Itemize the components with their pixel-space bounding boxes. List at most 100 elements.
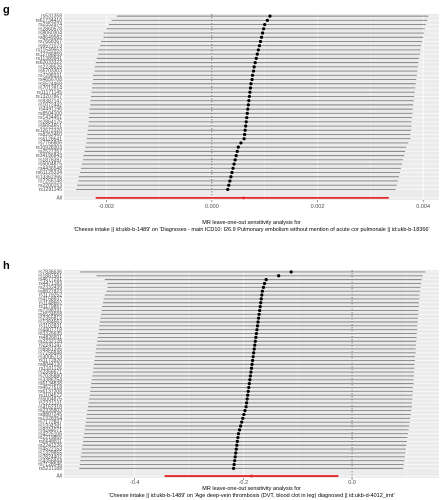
panel-h-estimate-point <box>257 312 261 316</box>
panel-h-snp-label: rs4162318 <box>38 404 62 410</box>
panel-g-snp-label: rs9387147 <box>38 98 62 104</box>
panel-h-estimate-point <box>240 420 244 424</box>
panel-g-estimate-point <box>265 18 269 22</box>
panel-h-estimate-point <box>243 408 247 413</box>
panel-g-snp-label: rs8252460 <box>38 132 62 138</box>
panel-h-estimate-point <box>236 432 241 436</box>
panel-g-estimate-point <box>250 73 255 77</box>
panel-g-xlabel-line1: MR leave-one-out sensitivity analysis fo… <box>202 220 301 226</box>
panel-g-estimate-point <box>260 31 265 35</box>
panel-h-estimate-point <box>252 347 256 351</box>
panel-h-xtick-label: -0.2 <box>239 480 248 486</box>
panel-h-estimate-point <box>248 378 252 382</box>
panel-g-xlabel-line2: 'Cheese intake || id:ukb-b-1489' on 'Dia… <box>74 227 430 233</box>
panel-h-estimate-point <box>253 339 257 343</box>
panel-g-estimate-point <box>227 183 231 187</box>
panel-g-estimate-point <box>250 77 254 82</box>
panel-h-estimate-point <box>233 459 237 463</box>
panel-g-estimate-point <box>263 22 267 27</box>
panel-g-snp-label: rs1878397 <box>38 157 62 163</box>
panel-h-estimate-point <box>236 435 240 440</box>
panel-g-snp-label: rs13207867 <box>36 94 63 100</box>
panel-h-estimate-point <box>242 412 246 417</box>
panel-g-snp-label: rs531358 <box>41 14 62 20</box>
panel-g-snp-label: rs4436548 <box>38 166 62 172</box>
panel-g-snp-label: rs7256148 <box>38 179 62 185</box>
panel-h-snp-label: rs4826811 <box>39 335 62 341</box>
panel-h-xlabel-line2: 'Cheese intake || id:ukb-b-1489' on 'Age… <box>109 493 395 499</box>
panel-g-snp-label: rs8649582 <box>38 35 62 41</box>
panel-h-snp-label: rs2335803 <box>38 408 62 414</box>
panel-h-estimate-point <box>250 358 255 363</box>
panel-g-snp-label: rs61734410 <box>36 18 63 24</box>
panel-g-estimate-point <box>247 99 251 103</box>
panel-h-estimate-point <box>277 274 281 278</box>
panel-g-snp-label: rs8060304 <box>38 31 62 37</box>
panel-g-snp-label: rs8504100 <box>38 111 62 117</box>
panel-h-estimate-point <box>244 405 248 409</box>
panel-g-snp-label: rs7668367 <box>38 39 62 45</box>
panel-h-estimate-point <box>264 278 268 282</box>
panel-h-estimate-point <box>258 304 262 309</box>
panel-h-snp-label: rs1172826 <box>39 358 62 364</box>
panel-h-snp-label: rs7256848 <box>38 350 62 356</box>
panel-g-estimate-point <box>262 27 266 31</box>
panel-g-snp-label: rs11549653 <box>36 48 62 54</box>
panel-g-snp-label: rs34196843 <box>36 153 63 159</box>
panel-h-estimate-point <box>253 343 257 347</box>
panel-h-snp-label: rs2356671 <box>38 370 62 376</box>
panel-g-estimate-point <box>239 141 243 145</box>
panel-g-plot-area <box>64 14 439 200</box>
panel-h-estimate-point <box>255 328 259 332</box>
panel-g: g rs531358rs61734410rs2352974rs2860578rs… <box>3 4 439 233</box>
panel-h-snp-label: rs7128546 <box>38 462 62 468</box>
panel-g-estimate-point <box>231 166 235 170</box>
panel-h-snp-label: rs2824402 <box>38 454 62 460</box>
panel-g-estimate-point <box>226 187 230 192</box>
panel-h-snp-label: rs9244071 <box>38 427 62 433</box>
panel-h-snp-label: rs8827823 <box>38 289 62 295</box>
panel-h-snp-label: rs4225106 <box>38 431 62 437</box>
panel-g-letter: g <box>3 4 10 16</box>
panel-g-estimate-point <box>229 175 233 179</box>
panel-g-snp-label: rs6126641 <box>38 136 62 142</box>
panel-h-snp-label: rs6561335 <box>38 347 62 353</box>
panel-g-estimate-point <box>248 90 252 94</box>
panel-g-snp-label: rs7298331 <box>38 73 62 79</box>
panel-g-estimate-point <box>253 61 257 65</box>
panel-g-xtick-label: 0.000 <box>205 204 219 210</box>
panel-g-snp-label: rs1291145 <box>39 187 62 193</box>
panel-h-estimate-point <box>256 320 260 324</box>
panel-h-snp-label: rs1104572 <box>39 393 62 399</box>
panel-h-snp-label: rs4677291 <box>38 277 62 283</box>
panel-g-estimate-point <box>228 179 232 183</box>
panel-h-snp-label: rs2355813 <box>38 316 62 322</box>
panel-h-estimate-point <box>258 308 262 313</box>
panel-h-snp-label: rs4527618 <box>38 385 62 391</box>
panel-g-snp-label: rs6654651 <box>38 124 62 130</box>
panel-g-snp-label: rs11171145 <box>37 90 63 96</box>
panel-g-estimate-point <box>230 170 234 175</box>
panel-h-snp-label: rs1329855 <box>38 451 62 457</box>
panel-h-estimate-point <box>262 281 267 286</box>
panel-h-snp-label: rs5004875 <box>38 397 62 403</box>
panel-g-snp-label: rs11389941 <box>36 56 62 62</box>
panel-h-snp-label: rs6524668 <box>38 312 62 318</box>
panel-h-estimate-point <box>232 462 236 467</box>
panel-h-snp-label: rs6648811 <box>39 439 62 445</box>
panel-h-snp-label: rs6134838 <box>38 381 62 387</box>
panel-h-snp-label: rs1179857 <box>39 304 62 310</box>
panel-h-snp-label: rs4407718 <box>38 327 62 333</box>
panel-h-letter: h <box>3 260 10 272</box>
panel-g-snp-label: rs2864175 <box>38 119 62 125</box>
panel-h-snp-label: rs7172847 <box>38 420 62 426</box>
panel-h-estimate-point <box>254 335 258 340</box>
panel-g-estimate-point <box>268 14 272 18</box>
panel-h-estimate-point <box>246 393 250 397</box>
panel-h-snp-label: rs1334281 <box>38 424 62 430</box>
panel-h: h rs7836636rs1887561rs4677291rs4471183rs… <box>3 260 439 499</box>
panel-g-snp-label: rs4656708 <box>38 77 62 83</box>
panel-g-estimate-point <box>234 154 238 158</box>
panel-g-xtick-label: 0.002 <box>311 204 325 210</box>
